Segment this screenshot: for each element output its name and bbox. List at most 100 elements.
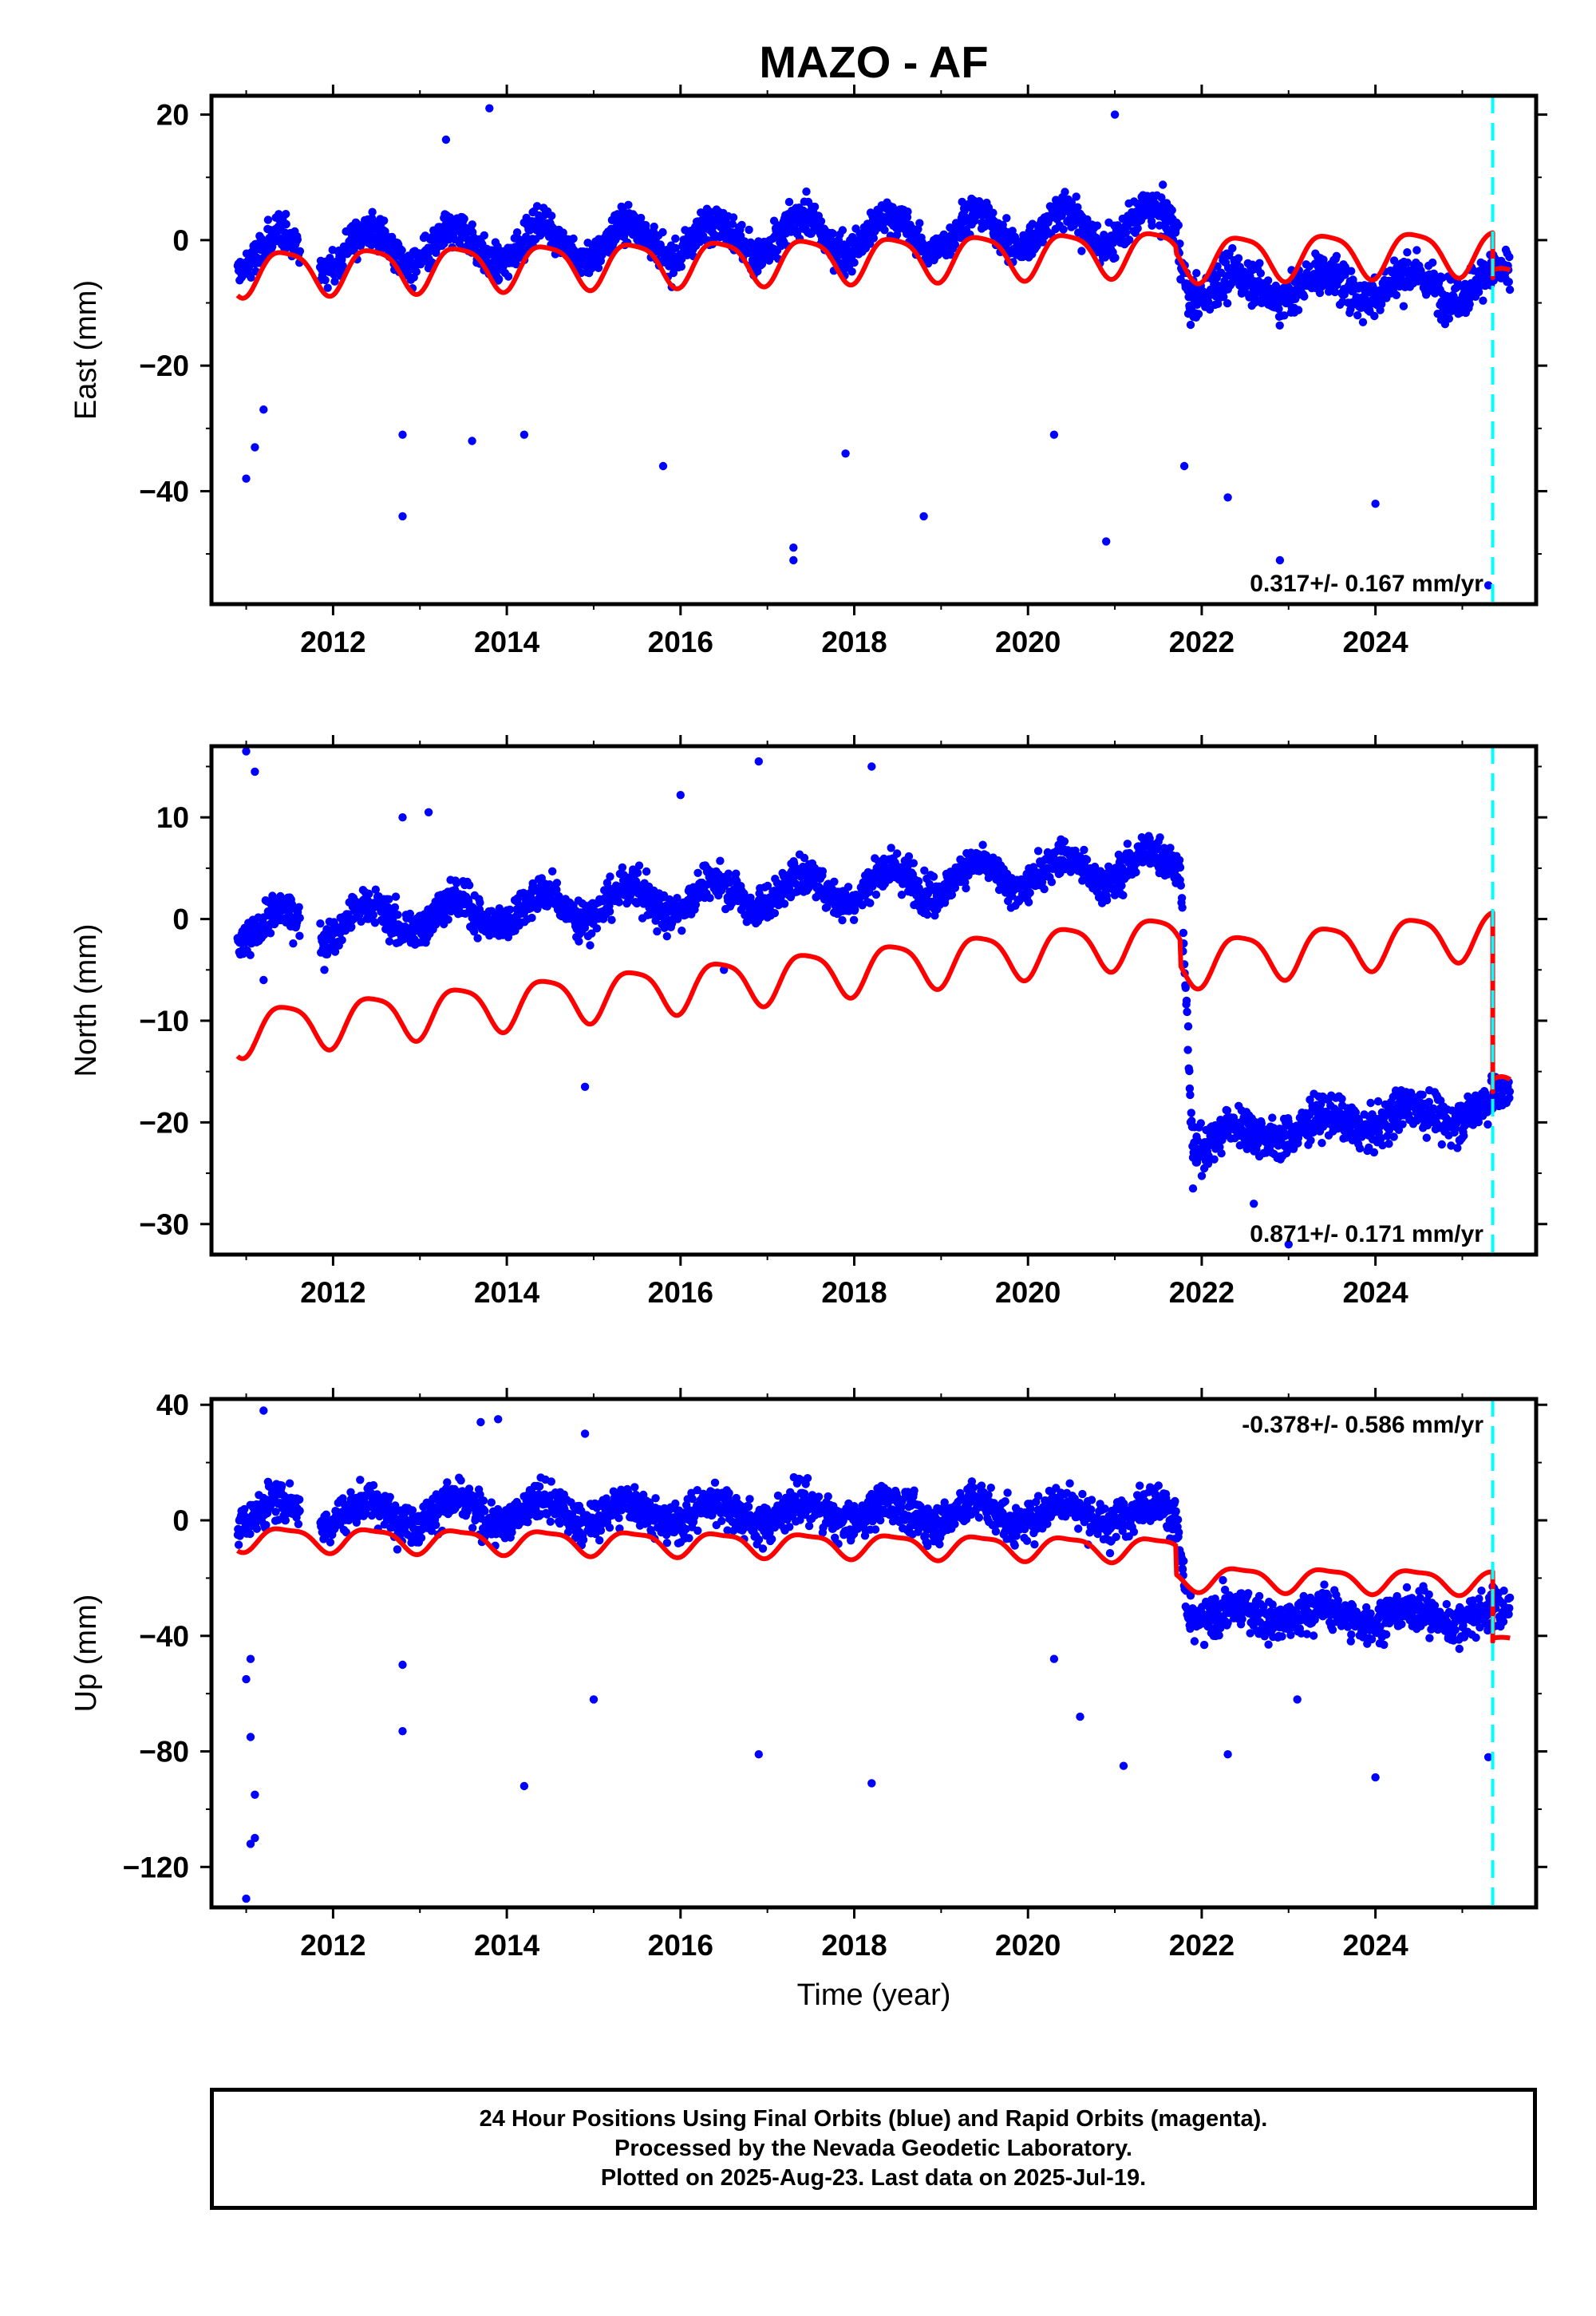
obs-point — [1187, 1109, 1196, 1117]
obs-point — [950, 240, 960, 249]
obs-point — [1187, 1117, 1196, 1125]
obs-point — [784, 197, 794, 207]
obs-point — [1474, 287, 1483, 297]
obs-point — [1092, 221, 1102, 230]
obs-point — [1148, 221, 1156, 230]
obs-outlier — [841, 449, 850, 458]
obs-point — [547, 211, 556, 220]
obs-outlier — [919, 512, 928, 521]
y-tick-label: 0 — [172, 224, 189, 257]
obs-point — [1194, 310, 1203, 318]
obs-point — [1080, 845, 1088, 855]
obs-point — [1234, 254, 1243, 263]
obs-point — [1306, 1136, 1315, 1145]
obs-point — [1256, 269, 1266, 278]
obs-point — [1351, 1108, 1361, 1117]
obs-point — [512, 228, 522, 237]
obs-point — [1385, 1140, 1393, 1148]
obs-point — [1102, 895, 1112, 905]
obs-outlier — [789, 543, 798, 552]
obs-point — [869, 234, 879, 243]
obs-point — [548, 867, 557, 876]
obs-point — [452, 879, 461, 887]
obs-point — [1418, 1090, 1427, 1100]
obs-point — [1428, 258, 1437, 267]
obs-point — [780, 899, 789, 908]
obs-point — [1033, 847, 1043, 856]
obs-point — [947, 891, 957, 899]
obs-point — [1175, 863, 1185, 872]
obs-point — [594, 263, 603, 272]
obs-point — [729, 213, 738, 222]
obs-point — [1353, 310, 1362, 320]
obs-point — [1175, 856, 1184, 865]
obs-point — [830, 877, 839, 887]
obs-point — [1066, 868, 1075, 876]
obs-point — [671, 234, 680, 243]
obs-point — [847, 267, 856, 276]
obs-point — [532, 202, 542, 211]
obs-point — [1389, 1132, 1398, 1141]
obs-point — [390, 903, 400, 912]
obs-point — [950, 883, 960, 892]
obs-point — [405, 909, 414, 919]
obs-point — [1182, 996, 1191, 1006]
obs-point — [1389, 256, 1399, 265]
obs-point — [1332, 251, 1341, 260]
obs-point — [843, 883, 853, 891]
obs-point — [393, 911, 402, 919]
x-tick-label: 2020 — [995, 626, 1061, 658]
obs-point — [1073, 203, 1082, 211]
obs-point — [1025, 888, 1034, 897]
obs-point — [1117, 881, 1126, 890]
obs-point — [978, 840, 987, 849]
obs-point — [1370, 311, 1379, 321]
x-tick-label: 2012 — [300, 626, 365, 658]
obs-point — [321, 275, 330, 285]
obs-point — [587, 929, 596, 938]
obs-point — [903, 207, 912, 216]
obs-point — [1424, 1097, 1434, 1107]
obs-point — [480, 231, 488, 240]
obs-outlier — [259, 405, 268, 414]
obs-point — [673, 894, 681, 903]
obs-point — [1077, 247, 1086, 255]
obs-point — [728, 219, 737, 228]
obs-point — [505, 905, 515, 915]
obs-point — [1179, 928, 1188, 938]
obs-point — [1346, 305, 1355, 314]
obs-point — [504, 272, 513, 281]
obs-point — [802, 187, 811, 196]
obs-point — [1024, 898, 1033, 907]
obs-point — [1121, 228, 1131, 237]
obs-point — [1255, 259, 1264, 267]
obs-point — [850, 258, 859, 267]
obs-point — [866, 899, 875, 907]
y-tick-label: 20 — [156, 99, 189, 132]
obs-point — [810, 202, 820, 211]
obs-point — [737, 220, 746, 230]
obs-point — [1263, 276, 1273, 285]
obs-point — [397, 246, 406, 255]
obs-point — [650, 222, 658, 231]
obs-point — [1422, 1133, 1432, 1142]
obs-point — [849, 915, 859, 925]
obs-point — [1403, 258, 1412, 267]
x-tick-label: 2018 — [821, 626, 887, 658]
obs-point — [1196, 1119, 1206, 1128]
obs-point — [1185, 1066, 1194, 1076]
obs-point — [495, 275, 504, 284]
obs-outlier — [398, 512, 407, 521]
obs-point — [764, 256, 774, 265]
obs-point — [1378, 1140, 1387, 1150]
obs-point — [1366, 1098, 1375, 1108]
obs-point — [330, 947, 340, 956]
obs-point — [1218, 1136, 1227, 1144]
obs-point — [1166, 844, 1175, 852]
obs-point — [380, 216, 389, 225]
obs-point — [552, 885, 561, 895]
obs-point — [678, 927, 686, 935]
obs-point — [653, 927, 662, 936]
obs-point — [385, 937, 394, 946]
obs-point — [1300, 292, 1309, 301]
